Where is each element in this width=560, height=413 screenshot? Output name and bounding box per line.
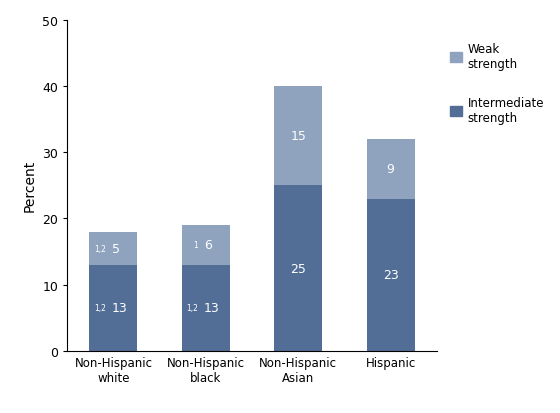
Bar xyxy=(274,186,322,351)
Bar xyxy=(182,225,230,265)
Bar xyxy=(90,265,137,351)
Text: 9: 9 xyxy=(386,163,395,176)
Text: 13: 13 xyxy=(111,301,127,315)
Text: 1: 1 xyxy=(194,241,198,250)
Bar xyxy=(367,140,414,199)
Y-axis label: Percent: Percent xyxy=(22,160,36,212)
Text: 5: 5 xyxy=(111,242,119,255)
Text: 15: 15 xyxy=(290,130,306,143)
Text: 23: 23 xyxy=(382,268,399,282)
Bar xyxy=(90,232,137,265)
Bar xyxy=(367,199,414,351)
Bar xyxy=(182,265,230,351)
Bar xyxy=(274,87,322,186)
Text: 13: 13 xyxy=(204,301,220,315)
Text: 25: 25 xyxy=(290,262,306,275)
Text: 1,2: 1,2 xyxy=(186,304,198,313)
Text: 1,2: 1,2 xyxy=(94,244,106,253)
Text: 6: 6 xyxy=(204,239,212,252)
Text: 1,2: 1,2 xyxy=(94,304,106,313)
Legend: Weak
strength, Intermediate
strength: Weak strength, Intermediate strength xyxy=(450,43,544,125)
